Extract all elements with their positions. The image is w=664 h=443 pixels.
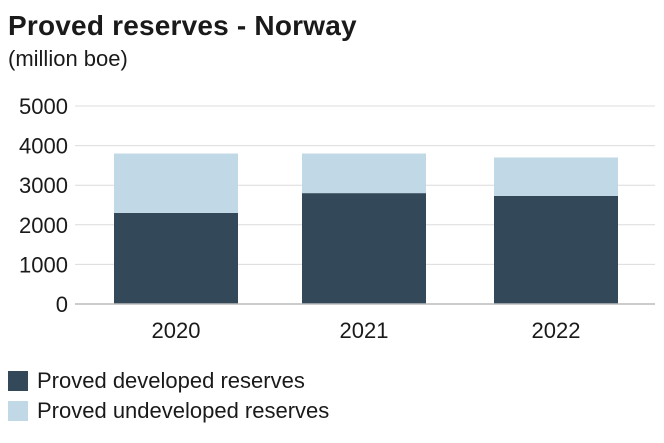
legend-label-developed: Proved developed reserves [37, 368, 305, 393]
y-tick-label-2000: 2000 [19, 213, 68, 238]
legend-label-undeveloped: Proved undeveloped reserves [37, 398, 330, 423]
chart-title: Proved reserves - Norway [8, 10, 357, 41]
x-tick-label-2022: 2022 [532, 318, 581, 343]
legend-swatch-developed [8, 371, 28, 391]
y-tick-label-5000: 5000 [19, 94, 68, 119]
legend-swatch-undeveloped [8, 401, 28, 421]
bar-2021-undeveloped [302, 153, 426, 194]
legend-item-undeveloped: Proved undeveloped reserves [8, 396, 329, 426]
chart-plot: 0 1000 2000 3000 4000 5000 2020 2021 2022 [19, 94, 655, 343]
bar-2022-undeveloped [494, 157, 618, 196]
chart-subtitle: (million boe) [8, 46, 128, 71]
y-tick-label-4000: 4000 [19, 134, 68, 159]
y-tick-label-1000: 1000 [19, 252, 68, 277]
x-tick-label-2020: 2020 [152, 318, 201, 343]
bar-2021-developed [302, 193, 426, 304]
bar-2020-developed [114, 212, 238, 304]
y-tick-label-0: 0 [56, 292, 68, 317]
x-tick-label-2021: 2021 [340, 318, 389, 343]
y-tick-label-3000: 3000 [19, 173, 68, 198]
bar-2022-developed [494, 195, 618, 304]
legend-item-developed: Proved developed reserves [8, 366, 329, 396]
chart-legend: Proved developed reserves Proved undevel… [8, 366, 329, 426]
bar-2020-undeveloped [114, 153, 238, 213]
